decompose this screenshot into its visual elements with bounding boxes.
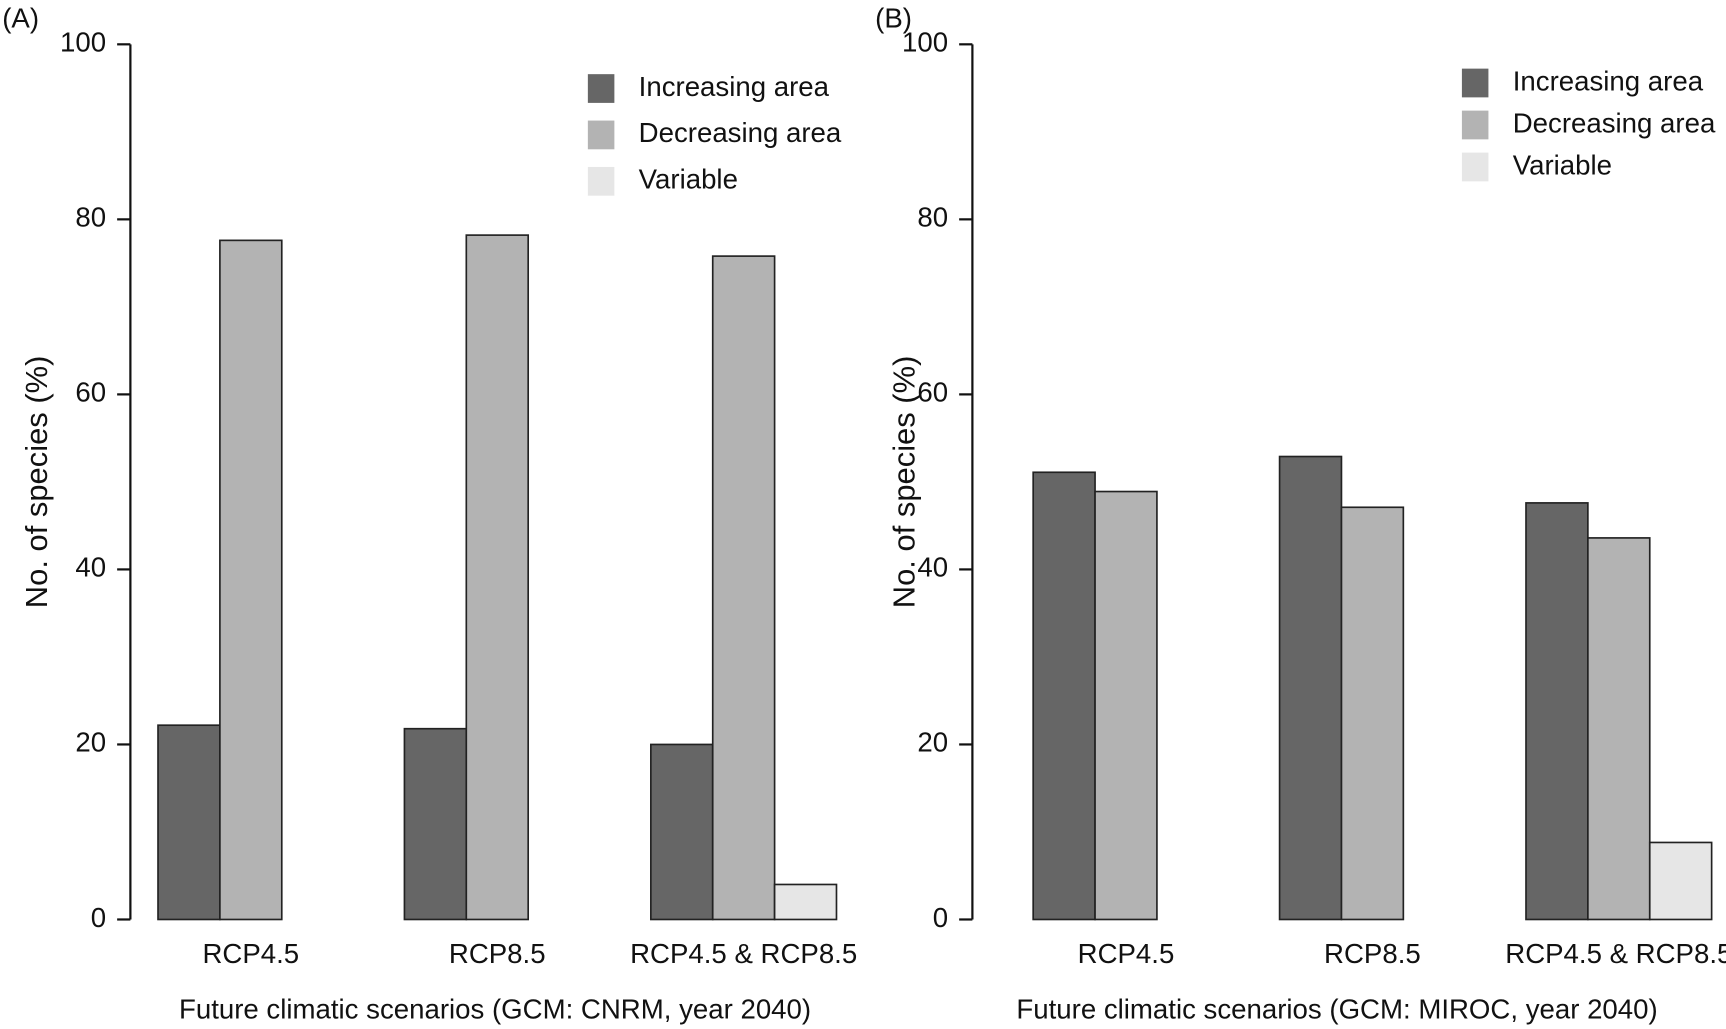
x-tick-label: RCP8.5 xyxy=(449,938,546,969)
legend-swatch xyxy=(587,74,615,103)
y-tick-label: 80 xyxy=(917,202,948,233)
y-tick-label: 40 xyxy=(917,552,948,583)
panel-label: (B) xyxy=(875,2,912,33)
legend-label: Variable xyxy=(639,164,738,195)
legend-swatch xyxy=(1461,152,1489,182)
x-axis-label: Future climatic scenarios (GCM: MIROC, y… xyxy=(1016,993,1657,1024)
y-tick-label: 60 xyxy=(917,377,948,408)
y-tick-label: 0 xyxy=(91,902,106,933)
bar xyxy=(157,724,221,921)
y-tick-label: 100 xyxy=(60,27,106,58)
panel-label: (A) xyxy=(2,2,39,33)
y-tick-label: 20 xyxy=(917,727,948,758)
bar xyxy=(773,883,838,921)
legend-label: Increasing area xyxy=(1513,65,1704,96)
x-tick-label: RCP4.5 xyxy=(202,938,299,969)
bar xyxy=(1094,490,1158,921)
bar xyxy=(1032,471,1096,921)
bar xyxy=(465,234,530,921)
bar xyxy=(1278,455,1343,921)
y-axis-label: No. of species (%) xyxy=(886,356,921,609)
x-tick-label: RCP4.5 xyxy=(1078,938,1175,969)
x-tick-label: RCP4.5 & RCP8.5 xyxy=(1505,938,1726,969)
y-tick-label: 60 xyxy=(75,377,106,408)
legend-label: Variable xyxy=(1513,149,1612,180)
legend-swatch xyxy=(587,166,615,196)
y-tick-label: 20 xyxy=(75,727,106,758)
y-tick-label: 40 xyxy=(75,552,106,583)
x-tick-label: RCP4.5 & RCP8.5 xyxy=(630,938,857,969)
legend-label: Decreasing area xyxy=(639,117,842,148)
bar xyxy=(650,743,714,921)
x-tick-label: RCP8.5 xyxy=(1324,938,1421,969)
y-tick-label: 0 xyxy=(933,902,948,933)
legend-label: Decreasing area xyxy=(1513,107,1716,138)
x-axis-label: Future climatic scenarios (GCM: CNRM, ye… xyxy=(179,993,811,1024)
legend-swatch xyxy=(587,120,615,150)
bar xyxy=(1648,841,1713,921)
y-axis-label: No. of species (%) xyxy=(19,356,54,609)
bar xyxy=(711,255,776,921)
y-tick-label: 80 xyxy=(75,202,106,233)
bar xyxy=(1587,537,1651,921)
legend-swatch xyxy=(1461,110,1489,140)
bar xyxy=(1340,506,1405,921)
legend-swatch xyxy=(1461,68,1489,98)
bar xyxy=(403,727,468,921)
legend-label: Increasing area xyxy=(639,71,830,102)
bar xyxy=(1525,502,1589,921)
bar xyxy=(219,239,283,921)
y-tick-label: 100 xyxy=(902,27,948,58)
